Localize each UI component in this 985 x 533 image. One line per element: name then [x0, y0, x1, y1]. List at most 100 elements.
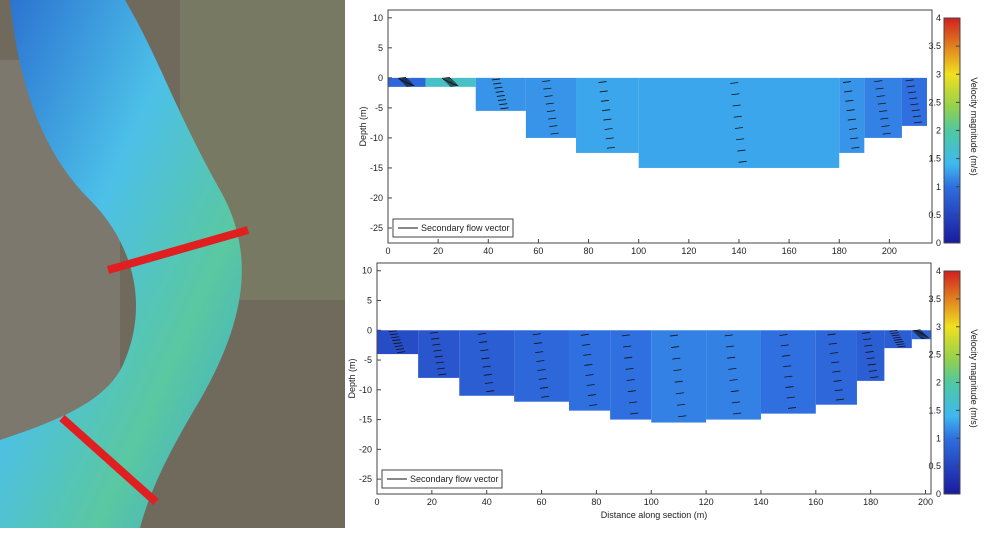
- x-tick-label: 80: [584, 246, 594, 256]
- colorbar-tick-label: 1.5: [928, 405, 941, 415]
- x-tick-label: 40: [483, 246, 493, 256]
- vector-arrow: [877, 102, 886, 105]
- vector-arrow: [401, 80, 410, 83]
- vector-arrow: [842, 81, 852, 83]
- vector-arrow: [477, 332, 486, 335]
- vector-arrow: [393, 342, 402, 345]
- vector-arrow: [627, 390, 636, 393]
- vector-arrow: [395, 348, 405, 351]
- vector-arrow: [486, 390, 495, 393]
- vector-arrow: [491, 78, 501, 81]
- vector-arrow: [533, 342, 543, 345]
- section-column: [856, 330, 885, 381]
- vector-arrow: [911, 109, 920, 112]
- vector-arrow: [546, 110, 555, 113]
- x-tick-label: 60: [537, 497, 547, 507]
- y-tick-label: 0: [367, 325, 372, 335]
- colorbar-tick-label: 1: [936, 433, 941, 443]
- vector-arrow: [786, 396, 795, 399]
- vector-arrow: [441, 77, 450, 79]
- vector-arrow: [918, 335, 927, 337]
- vector-arrow: [481, 357, 490, 360]
- vector-arrow: [630, 412, 639, 415]
- vector-arrow: [479, 341, 488, 343]
- vector-arrow: [602, 109, 611, 112]
- x-tick-label: 120: [699, 497, 714, 507]
- vector-arrow: [848, 128, 858, 130]
- vector-arrow: [736, 138, 745, 141]
- colorbar-tick-label: 0: [936, 238, 941, 248]
- section-column: [884, 330, 912, 349]
- vector-arrow: [908, 91, 917, 94]
- x-tick-label: 0: [385, 246, 390, 256]
- y-tick-label: -10: [370, 133, 383, 143]
- y-tick-label: 5: [378, 43, 383, 53]
- vector-arrow: [833, 380, 842, 382]
- vector-arrow: [780, 344, 789, 347]
- section-column: [377, 330, 419, 355]
- vector-arrow: [733, 412, 742, 415]
- vector-arrow: [880, 117, 889, 120]
- y-axis-label: Depth (m): [358, 106, 368, 146]
- vector-arrow: [624, 356, 633, 359]
- vector-arrow: [914, 121, 923, 124]
- vector-arrow: [734, 127, 744, 129]
- vector-arrow: [495, 90, 504, 93]
- vector-arrow: [580, 333, 589, 336]
- vector-arrow: [672, 357, 681, 360]
- vector-arrow: [435, 361, 444, 364]
- vector-arrow: [537, 369, 546, 371]
- vector-arrow: [598, 81, 607, 83]
- vector-arrow: [621, 334, 630, 337]
- vector-arrow: [914, 331, 924, 334]
- vector-arrow: [905, 79, 914, 82]
- y-tick-label: -5: [364, 355, 372, 365]
- x-axis-label: Distance along section (m): [601, 510, 708, 520]
- vector-arrow: [896, 343, 905, 346]
- vector-arrow: [864, 344, 873, 347]
- vector-arrow: [874, 80, 883, 83]
- vector-arrow: [403, 82, 413, 85]
- vector-arrow: [677, 403, 686, 406]
- vector-arrow: [500, 107, 509, 110]
- vector-arrow: [605, 137, 614, 140]
- vector-arrow: [779, 334, 788, 336]
- vector-arrow: [732, 104, 741, 107]
- vector-arrow: [827, 333, 836, 336]
- y-axis-label: Depth (m): [347, 358, 357, 398]
- vector-arrow: [850, 137, 859, 140]
- vector-arrow: [604, 128, 613, 130]
- vector-arrow: [397, 351, 406, 353]
- vector-arrow: [669, 334, 678, 337]
- vector-arrow: [881, 125, 890, 128]
- vector-arrow: [549, 125, 558, 128]
- vector-arrow: [785, 386, 794, 388]
- section-column: [815, 330, 857, 405]
- vector-arrow: [544, 95, 553, 98]
- vector-arrow: [581, 343, 590, 346]
- vector-arrow: [550, 132, 559, 135]
- vector-arrow: [895, 341, 904, 343]
- vector-arrow: [392, 339, 401, 342]
- x-tick-label: 100: [644, 497, 659, 507]
- vector-arrow: [894, 338, 903, 341]
- vector-arrow: [400, 79, 409, 82]
- vector-arrow: [727, 356, 736, 359]
- vector-arrow: [538, 377, 547, 380]
- vector-arrow: [446, 81, 455, 84]
- vector-arrow: [589, 404, 598, 407]
- vector-arrow: [897, 345, 906, 348]
- y-tick-label: 10: [373, 13, 383, 23]
- vector-arrow: [731, 401, 740, 404]
- vector-arrow: [876, 95, 885, 98]
- colorbar-tick-label: 2.5: [928, 97, 941, 107]
- colorbar-tick-label: 0.5: [928, 210, 941, 220]
- vector-arrow: [483, 373, 492, 376]
- vector-arrow: [397, 77, 407, 79]
- vector-arrow: [626, 379, 635, 381]
- vector-arrow: [781, 354, 791, 357]
- vector-arrow: [497, 99, 507, 101]
- section-column: [418, 330, 460, 378]
- x-tick-label: 20: [433, 246, 443, 256]
- vector-arrow: [432, 343, 441, 346]
